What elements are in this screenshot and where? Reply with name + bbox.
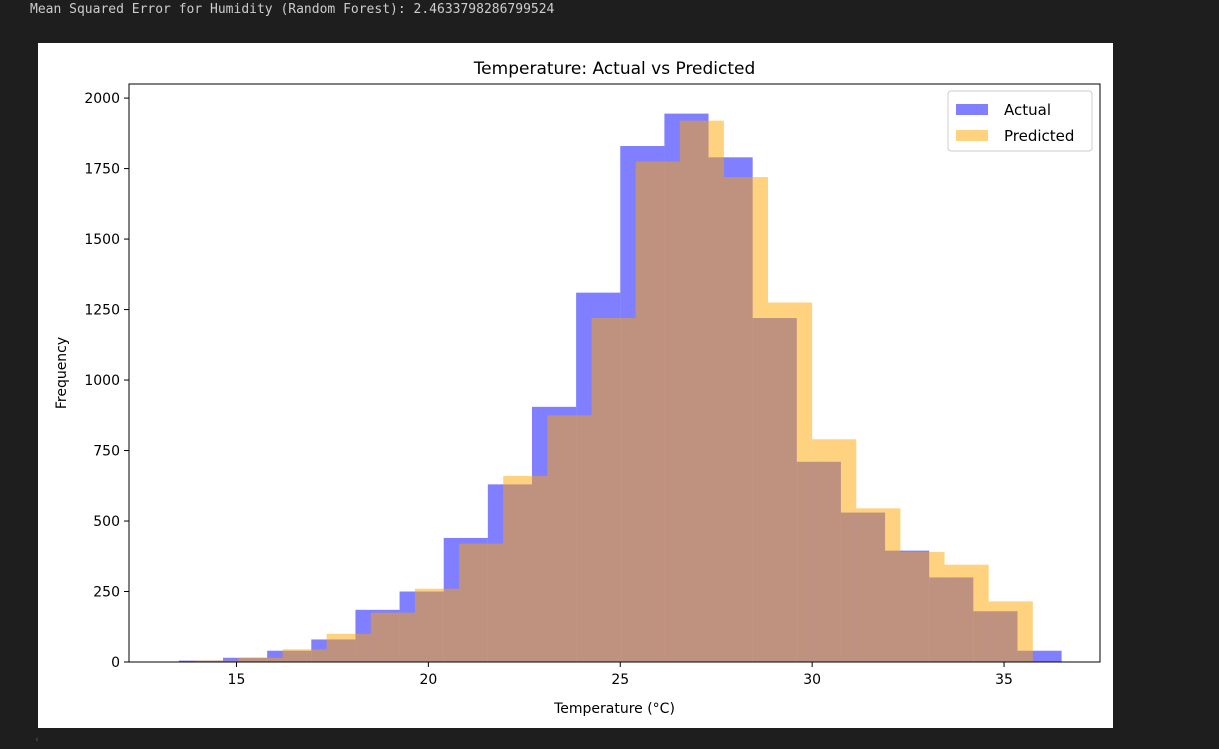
- bar-predicted-17: [944, 564, 989, 662]
- bars-predicted: [194, 120, 1033, 663]
- chart-title: Temperature: Actual vs Predicted: [473, 59, 756, 79]
- x-axis-ticks: 15 20 25 30 35: [228, 662, 1013, 688]
- chart-figure: Temperature: Actual vs Predicted 0 250 500…: [38, 43, 1113, 728]
- bar-predicted-5: [414, 588, 460, 662]
- output-text: Mean Squared Error for Humidity (Random …: [30, 2, 555, 17]
- plot-frame: [128, 83, 1101, 663]
- bar-predicted-14: [812, 439, 857, 662]
- x-tick-label: 15: [228, 672, 246, 688]
- bar-predicted-8: [547, 415, 592, 662]
- bar-predicted-15: [856, 508, 901, 662]
- bar-predicted-16: [900, 552, 945, 662]
- bar-predicted-2: [282, 649, 327, 662]
- bar-predicted-12: [723, 177, 769, 663]
- chart-svg: Temperature: Actual vs Predicted 0 250 500…: [54, 59, 1101, 717]
- y-tick-label: 250: [93, 585, 120, 601]
- y-tick-label: 0: [111, 655, 120, 671]
- x-tick-label: 35: [995, 672, 1013, 688]
- bar-predicted-7: [503, 475, 548, 662]
- legend: Actual Predicted: [947, 90, 1093, 152]
- bar-predicted-13: [768, 302, 813, 662]
- bar-predicted-3: [326, 633, 371, 662]
- y-tick-label: 1000: [84, 373, 120, 389]
- legend-swatch-predicted: [956, 130, 988, 141]
- bar-predicted-1: [238, 657, 283, 662]
- y-tick-label: 1250: [84, 303, 120, 319]
- y-axis-ticks: 0 250 500 750 1000 1250 1500 1750 2000: [84, 91, 129, 671]
- y-axis-label: Frequency: [54, 337, 70, 409]
- x-tick-label: 30: [803, 672, 821, 688]
- y-tick-label: 750: [93, 444, 120, 460]
- legend-label-actual: Actual: [1004, 101, 1051, 119]
- y-tick-label: 1500: [84, 232, 120, 248]
- bar-predicted-4: [370, 612, 415, 662]
- bar-predicted-9: [591, 318, 636, 662]
- bar-predicted-18: [988, 601, 1033, 662]
- x-axis-label: Temperature (°C): [553, 701, 675, 717]
- y-tick-label: 500: [93, 514, 120, 530]
- bar-predicted-6: [459, 543, 504, 662]
- bar-predicted-0: [194, 660, 239, 662]
- legend-label-predicted: Predicted: [1004, 127, 1074, 145]
- bar-predicted-11: [679, 120, 724, 662]
- bar-predicted-10: [635, 161, 680, 662]
- y-tick-label: 2000: [84, 91, 120, 107]
- x-tick-label: 20: [419, 672, 437, 688]
- scroll-left-arrow-icon[interactable]: ‹: [35, 735, 39, 745]
- legend-swatch-actual: [956, 104, 988, 115]
- y-tick-label: 1750: [84, 162, 120, 178]
- bar-actual-19: [1017, 650, 1062, 662]
- x-tick-label: 25: [611, 672, 629, 688]
